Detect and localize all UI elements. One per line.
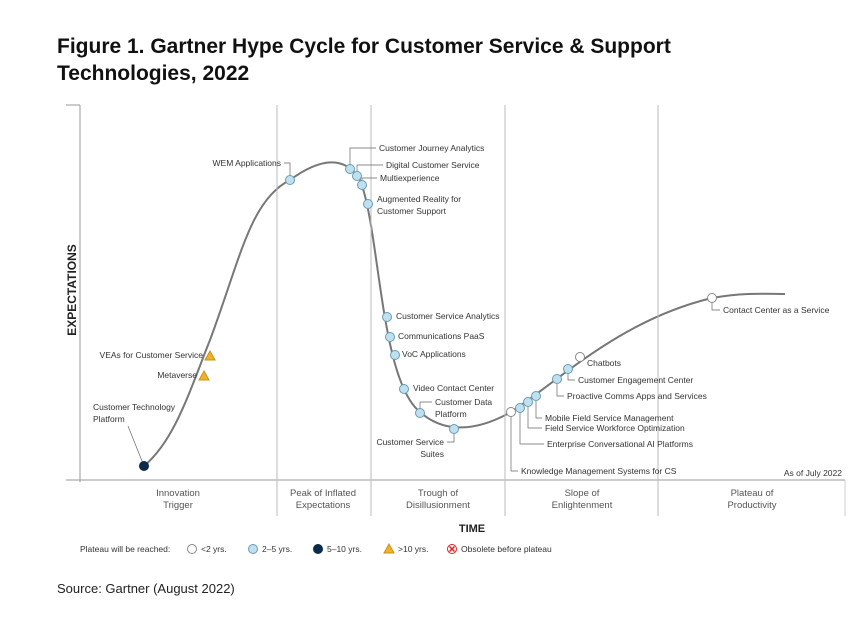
phase-label: Enlightenment (552, 500, 613, 511)
technology-marker (575, 352, 585, 362)
source: Source: Gartner (August 2022) (57, 581, 235, 596)
legend-label: 2–5 yrs. (262, 544, 292, 554)
technology-label: Customer Journey Analytics (379, 143, 484, 153)
phase-label: Slope of (565, 488, 600, 499)
technology-label: VEAs for Customer Service (100, 350, 204, 360)
phase-label: Expectations (296, 500, 351, 511)
technology-marker (382, 312, 392, 322)
legend-symbol (447, 544, 457, 554)
technology-label: Customer Service Analytics (396, 311, 499, 321)
technology-marker (390, 350, 400, 360)
symbol-cross (448, 545, 456, 553)
leader-line (556, 379, 564, 397)
legend-label: Obsolete before plateau (461, 544, 552, 554)
x-axis-label: TIME (459, 523, 485, 535)
phase-label: Disillusionment (406, 500, 470, 511)
hype-curve (143, 161, 786, 467)
technology-marker (563, 364, 573, 374)
title-line: Figure 1. Gartner Hype Cycle for Custome… (57, 35, 671, 58)
legend-symbol (383, 542, 395, 554)
technology-label: Customer Technology (93, 402, 176, 412)
technology-marker (204, 349, 216, 361)
technology-marker (285, 175, 295, 185)
technology-label: Augmented Reality for (377, 194, 461, 204)
technology-marker (352, 171, 362, 181)
technology-marker (385, 332, 395, 342)
leader-line (349, 147, 376, 169)
leader-line (127, 425, 145, 467)
technology-label: Communications PaaS (398, 331, 485, 341)
technology-label: Customer Engagement Center (578, 375, 693, 385)
phase-label: Plateau of (731, 488, 774, 499)
phase-label: Productivity (727, 500, 776, 511)
leader-line (535, 396, 542, 419)
legend-label: 5–10 yrs. (327, 544, 362, 554)
technology-marker (707, 293, 717, 303)
technology-marker (363, 199, 373, 209)
technology-marker (506, 407, 516, 417)
technology-label: Enterprise Conversational AI Platforms (547, 439, 693, 449)
technology-label: Platform (435, 409, 467, 419)
legend-title: Plateau will be reached: (80, 544, 170, 554)
technology-label: Platform (93, 414, 125, 424)
technology-marker (552, 374, 562, 384)
legend-symbol (313, 544, 323, 554)
technology-label: Multiexperience (380, 173, 440, 183)
phase-label: Trough of (418, 488, 459, 499)
technology-label: Proactive Comms Apps and Services (567, 391, 707, 401)
leader-line (510, 412, 518, 472)
technology-marker (198, 369, 210, 381)
legend-symbol (187, 544, 197, 554)
technology-label: Customer Data (435, 397, 492, 407)
phase-label: Peak of Inflated (290, 488, 356, 499)
technology-label: Metaverse (157, 370, 197, 380)
technology-label: WEM Applications (213, 158, 282, 168)
technology-label: Digital Customer Service (386, 160, 480, 170)
title-line: Technologies, 2022 (57, 62, 249, 85)
technology-label: VoC Applications (402, 349, 466, 359)
technology-label: Suites (420, 449, 444, 459)
technology-label: Customer Support (377, 206, 447, 216)
technology-marker (531, 391, 541, 401)
as-of: As of July 2022 (784, 468, 842, 478)
technology-marker (139, 461, 149, 471)
technology-marker (415, 408, 425, 418)
technology-label: Customer Service (376, 437, 444, 447)
technology-marker (399, 384, 409, 394)
technology-label: Mobile Field Service Management (545, 413, 674, 423)
technology-label: Knowledge Management Systems for CS (521, 466, 677, 476)
technology-label: Video Contact Center (413, 383, 494, 393)
technology-marker (345, 164, 355, 174)
legend-label: >10 yrs. (398, 544, 428, 554)
legend-symbol (248, 544, 258, 554)
technology-label: Chatbots (587, 358, 621, 368)
y-axis-label: EXPECTATIONS (65, 244, 79, 336)
leader-line (284, 162, 291, 180)
technology-marker (357, 180, 367, 190)
technology-marker (515, 403, 525, 413)
phase-label: Trigger (163, 500, 193, 511)
leader-line (527, 402, 542, 429)
phase-label: Innovation (156, 488, 200, 499)
technology-label: Contact Center as a Service (723, 305, 830, 315)
technology-marker (523, 397, 533, 407)
technology-label: Field Service Workforce Optimization (545, 423, 685, 433)
technology-marker (449, 424, 459, 434)
legend-label: <2 yrs. (201, 544, 227, 554)
leader-line (519, 408, 544, 445)
